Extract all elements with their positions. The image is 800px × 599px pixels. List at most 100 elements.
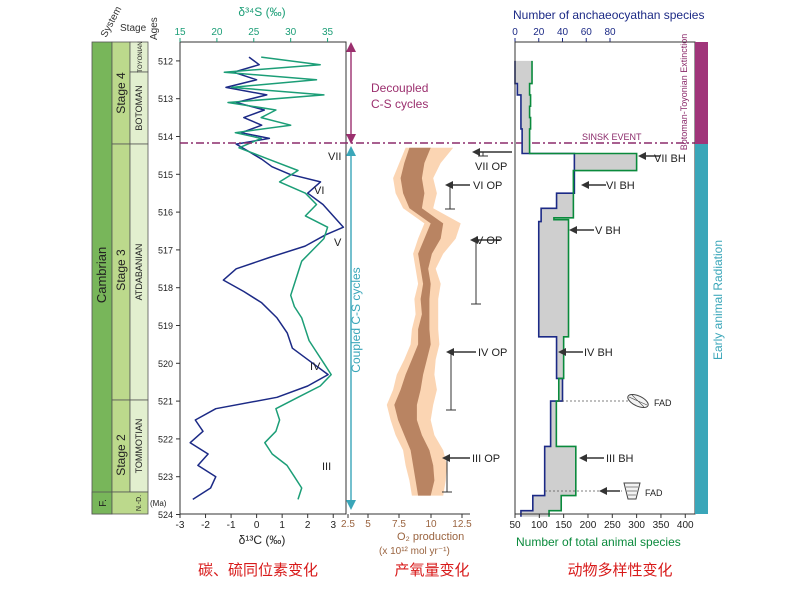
age-tick-label: 521	[158, 397, 173, 407]
event-bars: Botoman-Toyonian Extinction Early animal…	[679, 34, 725, 514]
total-species-tick-label: 150	[555, 520, 572, 531]
op-iv-arrow-head	[446, 348, 454, 356]
op-iii-arrow-head	[442, 454, 450, 462]
bh-vi-arrow-head	[581, 181, 589, 189]
roman-v: V	[334, 237, 342, 249]
decoupled-label-2: C-S cycles	[371, 97, 428, 111]
o2-tick-label: 2.5	[341, 519, 355, 530]
d13c-tick-label: 3	[330, 520, 336, 531]
event-annotations: SINSK EVENT Decoupled C-S cycles Coupled…	[180, 42, 695, 510]
caption-oxygen: 产氧量变化	[394, 562, 469, 579]
total-species-tick-label: 350	[653, 520, 670, 531]
age-tick-label: 512	[158, 56, 173, 66]
radiation-label: Early animal Radiation	[711, 240, 725, 360]
roman-iii: III	[322, 461, 331, 473]
d34s-line	[223, 56, 332, 500]
o2-bands	[386, 147, 461, 496]
d34s-tick-label: 25	[248, 27, 260, 38]
o2-tick-label: 7.5	[392, 519, 406, 530]
d34s-tick-label: 20	[211, 27, 223, 38]
d13c-axis: -3 -2 -1 0 1 2 3	[176, 514, 336, 531]
bh-v-arrow-head	[569, 226, 577, 234]
age-tick-label: 519	[158, 321, 173, 331]
isotope-series	[189, 56, 345, 501]
decoupled-arrow-head-bottom	[346, 134, 356, 144]
total-species-tick-label: 400	[677, 520, 694, 531]
coupled-label: Coupled C-S cycles	[349, 267, 363, 372]
d13c-axis-label: δ¹³C (‰)	[239, 533, 286, 547]
age-tick-label: 518	[158, 283, 173, 293]
roman-vii: VII	[328, 151, 341, 163]
age-botoman: BOTOMAN	[134, 85, 144, 130]
total-species-tick-label: 250	[604, 520, 621, 531]
o2-axis-unit: (x 10¹² mol yr⁻¹)	[379, 546, 450, 557]
fossil-icon	[627, 394, 649, 408]
stage2-label: Stage 2	[114, 434, 128, 476]
bh-iii-arrow-head	[579, 454, 587, 462]
age-axis: 512 513 514 515 516 517 518 519 520 521 522 523 524	[158, 56, 180, 520]
fad-lower-arrow-head	[599, 487, 607, 495]
extinction-label: Botoman-Toyonian Extinction	[679, 34, 689, 151]
caption-diversity: 动物多样性变化	[567, 562, 672, 579]
anchaeo-species-line	[514, 60, 576, 517]
o2-tick-label: 5	[365, 519, 371, 530]
anchaeo-axis-label: Number of anchaeocyathan species	[513, 8, 704, 22]
bh-vii-arrow-head	[638, 152, 646, 160]
d13c-line	[189, 56, 345, 501]
stage4-label: Stage 4	[114, 72, 128, 114]
roman-iv: IV	[310, 361, 321, 373]
bh-markers: VII BH VI BH V BH IV BH III BH	[558, 152, 686, 465]
sinsk-label: SINSK EVENT	[582, 132, 642, 142]
age-atdabanian: ATDABANIAN	[134, 244, 144, 301]
ma-label: (Ma)	[150, 499, 167, 508]
header-ages: Ages	[149, 17, 160, 40]
total-species-tick-label: 100	[531, 520, 548, 531]
system-label: Cambrian	[94, 247, 109, 303]
age-tick-label: 516	[158, 208, 173, 218]
age-tick-label: 520	[158, 359, 173, 369]
d34s-tick-label: 35	[322, 27, 334, 38]
op-vi-label: VI OP	[473, 180, 502, 192]
oxygen-panel: 2.5 5 7.5 10 12.5 O₂ production (x 10¹² mol …	[341, 147, 512, 557]
fad-upper-label: FAD	[654, 398, 672, 408]
age-tick-label: 517	[158, 245, 173, 255]
o2-axis-label: O₂ production	[397, 531, 464, 543]
d13c-tick-label: -1	[227, 520, 236, 531]
caption-isotopes: 碳、硫同位素变化	[198, 562, 318, 579]
age-toyonian: TOYONIAN	[138, 41, 144, 72]
bh-vii-label: VII BH	[654, 153, 686, 165]
coupled-arrow-head-top	[346, 146, 356, 156]
diversity-panel: Number of anchaeocyathan species 0 20 40 60…	[509, 8, 704, 549]
op-iii-label: III OP	[472, 453, 500, 465]
decoupled-arrow-head-top	[346, 42, 356, 52]
o2-axis: 2.5 5 7.5 10 12.5	[341, 513, 472, 530]
o2-tick-label: 10	[425, 519, 437, 530]
op-v-label: V OP	[476, 235, 502, 247]
isotope-frame	[179, 41, 347, 515]
age-tick-label: 515	[158, 170, 173, 180]
diversity-series	[514, 60, 638, 517]
age-tick-label: 522	[158, 434, 173, 444]
op-v-arrow-head	[470, 236, 478, 244]
op-vii-label: VII OP	[475, 161, 507, 173]
op-vii-arrow-head	[472, 148, 480, 156]
anchaeo-tick-label: 20	[533, 27, 545, 38]
d34s-axis: 15 20 25 30 35	[174, 27, 334, 42]
stage3-label: Stage 3	[114, 249, 128, 291]
bottom-nd-label: N.-D.	[136, 495, 143, 511]
anchaeo-tick-label: 40	[557, 27, 569, 38]
d34s-tick-label: 15	[174, 27, 186, 38]
total-species-line	[528, 60, 638, 517]
anchaeo-tick-label: 80	[604, 27, 616, 38]
bh-vi-label: VI BH	[606, 180, 635, 192]
age-tick-label: 524	[158, 510, 173, 520]
d34s-tick-label: 30	[285, 27, 297, 38]
op-markers: VII OP VI OP V OP IV OP III OP	[442, 148, 512, 493]
age-tick-label: 523	[158, 472, 173, 482]
total-species-tick-label: 300	[628, 520, 645, 531]
archaeocyath-icon	[623, 482, 641, 500]
d13c-tick-label: 0	[254, 520, 260, 531]
bh-iv-label: IV BH	[584, 347, 613, 359]
age-tick-label: 513	[158, 94, 173, 104]
